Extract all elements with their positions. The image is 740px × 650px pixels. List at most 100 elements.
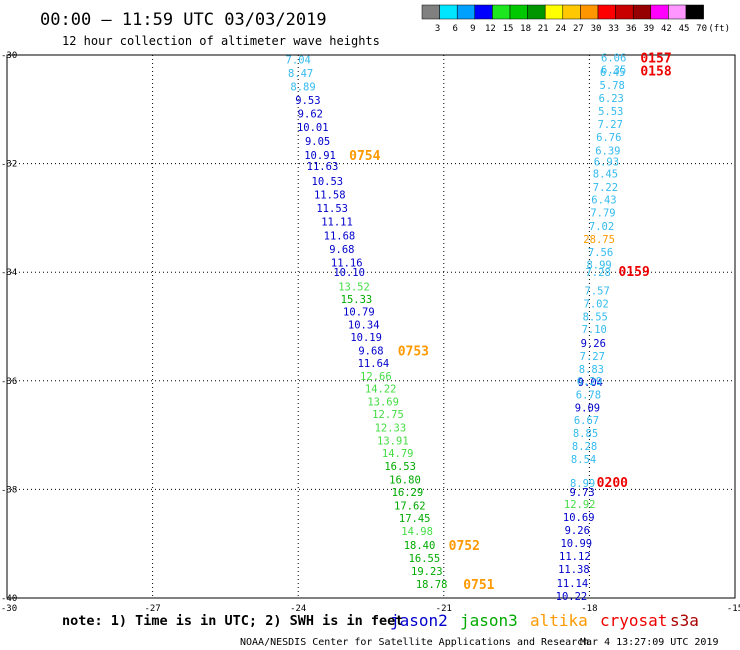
wave-height-label: 8.55 [583, 312, 608, 324]
chart-title: 00:00 – 11:59 UTC 03/03/2019 [40, 10, 327, 30]
wave-height-label: 11.58 [314, 190, 346, 202]
wave-height-label: 18.78 [416, 579, 448, 591]
wave-height-label: 7.27 [598, 119, 623, 131]
wave-height-label: 7.02 [589, 221, 614, 233]
wave-height-label: 10.53 [312, 176, 344, 188]
wave-height-label: 10.19 [350, 332, 382, 344]
wave-height-label: 12.92 [564, 499, 596, 511]
scale-swatch [439, 4, 458, 20]
scale-swatch [615, 4, 634, 20]
scale-label: 3 [435, 24, 440, 34]
wave-height-label: 9.04 [578, 377, 603, 389]
wave-height-label: 17.62 [394, 501, 426, 513]
time-annotation: 0158 [640, 65, 671, 80]
wave-height-label: 9.09 [575, 402, 600, 414]
wave-height-label: 16.53 [384, 461, 416, 473]
wave-height-label: 9.26 [565, 525, 590, 537]
scale-swatch [668, 4, 687, 20]
time-annotation: 0751 [463, 578, 494, 593]
scale-swatch [685, 4, 704, 20]
wave-height-label: 9.68 [358, 345, 383, 357]
wave-height-label: 7.28 [585, 267, 610, 279]
x-tick-label: -24 [290, 604, 306, 614]
wave-height-label: 10.01 [297, 122, 329, 134]
wave-height-label: 12.33 [375, 422, 407, 434]
wave-height-label: 11.38 [558, 564, 590, 576]
wave-height-label: 8.45 [593, 168, 618, 180]
wave-height-label: 13.91 [377, 436, 409, 448]
wave-height-label: 10.91 [304, 150, 336, 162]
wave-height-label: 9.73 [569, 487, 594, 499]
wave-height-label: 8.99 [570, 478, 595, 490]
wave-height-label: 11.68 [324, 230, 356, 242]
scale-label: 33 [608, 24, 619, 34]
wave-height-label: 11.12 [559, 551, 591, 563]
footer-timestamp: Mar 4 13:27:09 UTC 2019 [580, 637, 718, 648]
wave-height-label: 10.22 [556, 591, 588, 603]
scale-swatch [421, 4, 440, 20]
wave-height-label: 12.75 [372, 409, 404, 421]
scale-swatch [492, 4, 511, 20]
wave-height-label: 6.35 [601, 65, 626, 77]
scale-swatch [527, 4, 546, 20]
wave-height-label: 6.23 [599, 93, 624, 105]
wave-height-label: 7.56 [588, 247, 613, 259]
time-annotation: 0200 [597, 476, 628, 491]
y-tick-label: -36 [1, 377, 17, 387]
scale-label: 45 [679, 24, 690, 34]
x-tick-label: -15 [727, 604, 740, 614]
wave-height-label: 11.14 [557, 578, 589, 590]
wave-height-label: 14.79 [382, 448, 414, 460]
scale-swatch [580, 4, 599, 20]
wave-height-label: 9.05 [305, 136, 330, 148]
scale-swatch [597, 4, 616, 20]
y-tick-label: -34 [1, 268, 17, 278]
scale-swatch [632, 4, 652, 20]
wave-height-label: 6.93 [594, 156, 619, 168]
legend-cryosat: cryosat [600, 611, 667, 630]
scale-swatch [650, 4, 669, 20]
satellite-legend: jason2 jason3 altika cryosat s3a [390, 611, 699, 630]
scale-swatch [562, 4, 581, 20]
wave-height-label: 6.43 [591, 194, 616, 206]
time-annotation: 0159 [619, 265, 650, 280]
wave-height-label: 14.98 [401, 526, 433, 538]
plot-grid [6, 54, 736, 599]
scale-label: 27 [573, 24, 584, 34]
legend-s3a: s3a [670, 611, 699, 630]
wave-height-label: 8.85 [573, 428, 598, 440]
wave-height-label: 19.23 [411, 566, 443, 578]
scale-swatch [456, 4, 476, 20]
wave-height-label: 5.78 [600, 80, 625, 92]
wave-height-label: 6.78 [576, 389, 601, 401]
wave-height-label: 5.53 [598, 106, 623, 118]
footer-note: note: 1) Time is in UTC; 2) SWH is in fe… [62, 613, 403, 629]
wave-height-label: 10.69 [563, 512, 595, 524]
legend-jason2: jason2 [390, 611, 448, 630]
wave-height-label: 10.34 [348, 319, 380, 331]
wave-height-label: 14.22 [365, 383, 397, 395]
wave-height-label: 9.53 [295, 95, 320, 107]
scale-label: 21 [538, 24, 549, 34]
x-tick-label: -18 [581, 604, 597, 614]
wave-height-label: 7.04 [286, 54, 311, 66]
time-annotation: 0753 [398, 344, 429, 359]
scale-label: 30 [591, 24, 602, 34]
y-tick-label: -30 [1, 51, 17, 61]
scale-label: 24 [555, 24, 566, 34]
scale-label: 39 [643, 24, 654, 34]
wave-height-label: 8.99 [586, 260, 611, 272]
legend-altika: altika [530, 611, 588, 630]
x-tick-label: -21 [436, 604, 452, 614]
wave-height-label: 7.22 [593, 182, 618, 194]
wave-height-label: 7.57 [585, 286, 610, 298]
scale-label: 36 [626, 24, 637, 34]
scale-label: 42 [661, 24, 672, 34]
y-tick-label: -38 [1, 485, 17, 495]
wave-height-label: 16.55 [409, 553, 441, 565]
wave-height-label: 11.63 [307, 161, 339, 173]
wave-height-label: 10.10 [333, 267, 365, 279]
scale-swatch [474, 4, 493, 20]
